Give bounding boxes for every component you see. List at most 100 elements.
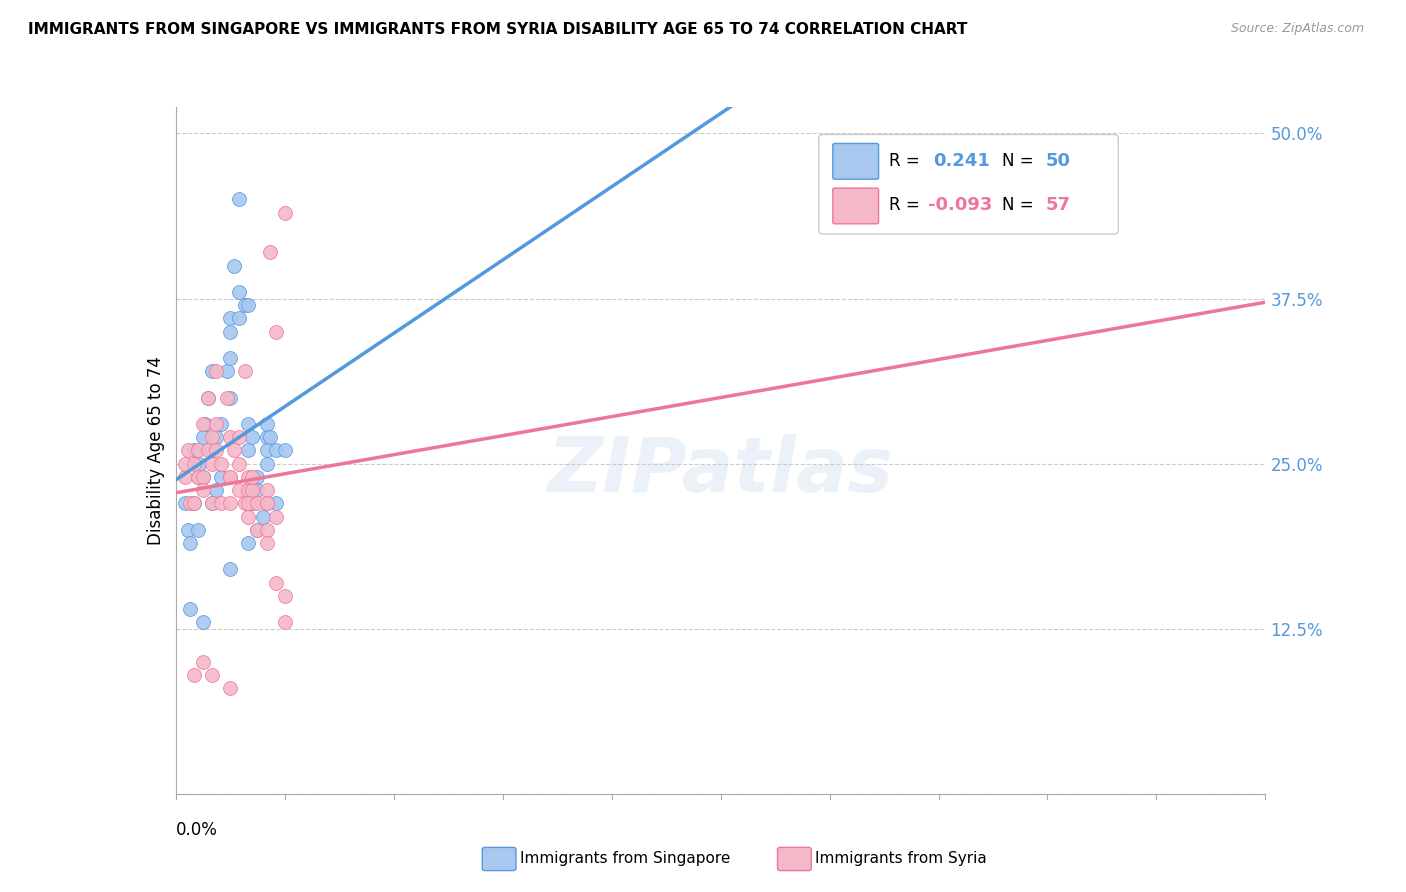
Point (222, 443, 245, 458)
Point (238, 536, 260, 550)
Point (188, 457, 211, 471)
Point (204, 443, 226, 458)
Point (201, 364, 224, 378)
Text: 0.0%: 0.0% (176, 822, 218, 839)
Point (246, 523, 269, 537)
Point (228, 285, 250, 299)
Point (219, 496, 242, 510)
Point (201, 457, 224, 471)
Text: N =: N = (1001, 196, 1033, 214)
Point (191, 483, 214, 497)
Text: N =: N = (1001, 152, 1033, 169)
Point (246, 523, 269, 537)
Point (215, 391, 238, 405)
Point (256, 483, 278, 497)
Point (228, 457, 250, 471)
Point (201, 430, 224, 444)
Point (238, 483, 260, 497)
Point (209, 417, 232, 431)
Text: ZIPatlas: ZIPatlas (547, 434, 894, 508)
Point (209, 470, 232, 484)
Point (219, 311, 242, 326)
Point (183, 443, 205, 458)
Point (274, 589, 297, 603)
Text: Source: ZipAtlas.com: Source: ZipAtlas.com (1230, 22, 1364, 36)
Point (183, 496, 205, 510)
Point (201, 496, 224, 510)
Point (173, 457, 195, 471)
Point (228, 483, 250, 497)
Point (219, 430, 242, 444)
Point (204, 417, 226, 431)
Point (183, 668, 205, 682)
Point (228, 193, 250, 207)
Point (238, 509, 260, 524)
Point (246, 483, 269, 497)
Point (204, 430, 226, 444)
Point (179, 602, 201, 616)
Point (274, 205, 297, 219)
Point (219, 562, 242, 576)
FancyBboxPatch shape (832, 144, 879, 179)
Point (246, 470, 269, 484)
Point (240, 496, 263, 510)
Point (233, 364, 256, 378)
Point (209, 457, 232, 471)
Point (204, 364, 226, 378)
Point (179, 496, 201, 510)
Point (186, 443, 209, 458)
Point (191, 470, 214, 484)
Point (228, 430, 250, 444)
Point (240, 470, 263, 484)
Point (256, 496, 278, 510)
Point (259, 245, 281, 260)
Point (264, 509, 287, 524)
Point (219, 351, 242, 365)
Point (191, 430, 214, 444)
Point (173, 496, 195, 510)
Point (256, 457, 278, 471)
Y-axis label: Disability Age 65 to 74: Disability Age 65 to 74 (146, 356, 165, 545)
Text: Immigrants from Syria: Immigrants from Syria (815, 852, 987, 866)
Text: -0.093: -0.093 (928, 196, 993, 214)
Point (238, 443, 260, 458)
Point (264, 325, 287, 339)
Point (219, 391, 242, 405)
Point (177, 523, 200, 537)
Point (194, 417, 217, 431)
Point (177, 443, 200, 458)
Point (197, 391, 219, 405)
Point (228, 311, 250, 326)
Point (179, 536, 201, 550)
Point (197, 443, 219, 458)
Point (240, 483, 263, 497)
Point (256, 536, 278, 550)
Point (215, 364, 238, 378)
Point (186, 523, 209, 537)
Point (222, 259, 245, 273)
Point (183, 496, 205, 510)
Point (274, 615, 297, 630)
Point (264, 443, 287, 458)
Text: 0.241: 0.241 (934, 152, 990, 169)
Point (238, 417, 260, 431)
Point (191, 470, 214, 484)
Point (219, 681, 242, 696)
Text: Immigrants from Singapore: Immigrants from Singapore (520, 852, 731, 866)
Point (256, 443, 278, 458)
Point (238, 470, 260, 484)
Point (201, 496, 224, 510)
Point (264, 496, 287, 510)
Point (238, 298, 260, 312)
Point (197, 391, 219, 405)
Point (238, 496, 260, 510)
Text: 50: 50 (1045, 152, 1070, 169)
Point (256, 430, 278, 444)
Point (186, 470, 209, 484)
Text: IMMIGRANTS FROM SINGAPORE VS IMMIGRANTS FROM SYRIA DISABILITY AGE 65 TO 74 CORRE: IMMIGRANTS FROM SINGAPORE VS IMMIGRANTS … (28, 22, 967, 37)
Point (186, 470, 209, 484)
Point (233, 298, 256, 312)
Point (191, 655, 214, 669)
Point (191, 615, 214, 630)
Point (240, 496, 263, 510)
